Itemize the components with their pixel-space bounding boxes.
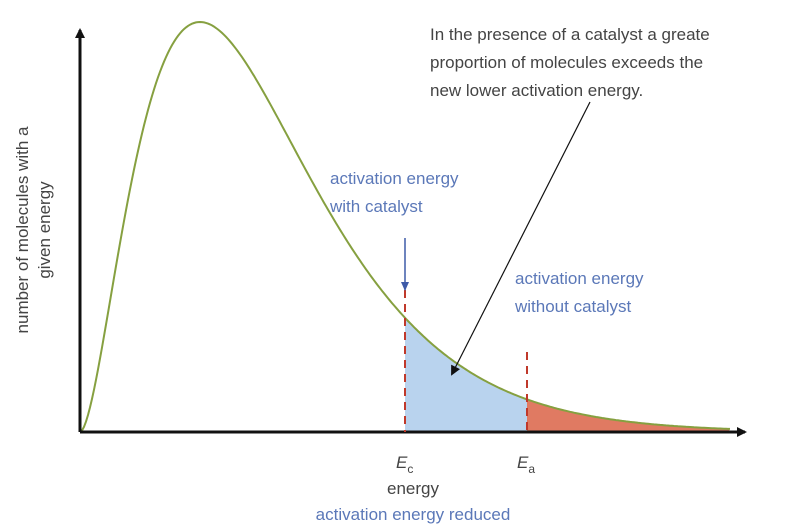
caption: activation energy reduced bbox=[316, 505, 511, 524]
ec-subscript: c bbox=[407, 462, 413, 476]
y-label-line: given energy bbox=[35, 181, 54, 279]
ea-symbol: E bbox=[517, 453, 529, 472]
ea-subscript: a bbox=[528, 462, 535, 476]
annotation-line: In the presence of a catalyst a greate bbox=[430, 25, 710, 44]
uncatalysed-region bbox=[527, 399, 730, 432]
annotation-line: new lower activation energy. bbox=[430, 81, 643, 100]
ec-label: Ec bbox=[396, 453, 413, 476]
y-axis-label: number of molecules with a given energy bbox=[13, 126, 54, 333]
y-label-line: number of molecules with a bbox=[13, 126, 32, 333]
ea-label: Ea bbox=[517, 453, 535, 476]
x-axis-label: energy bbox=[387, 479, 439, 498]
ec-symbol: E bbox=[396, 453, 408, 472]
annotation-line: proportion of molecules exceeds the bbox=[430, 53, 703, 72]
no-catalyst-label: without catalyst bbox=[514, 297, 631, 316]
catalyst-label: activation energy bbox=[330, 169, 459, 188]
catalyst-region bbox=[405, 317, 527, 432]
catalyst-label: with catalyst bbox=[329, 197, 423, 216]
distribution-curve bbox=[79, 20, 730, 433]
no-catalyst-label: activation energy bbox=[515, 269, 644, 288]
annotation-arrow bbox=[451, 101, 591, 376]
